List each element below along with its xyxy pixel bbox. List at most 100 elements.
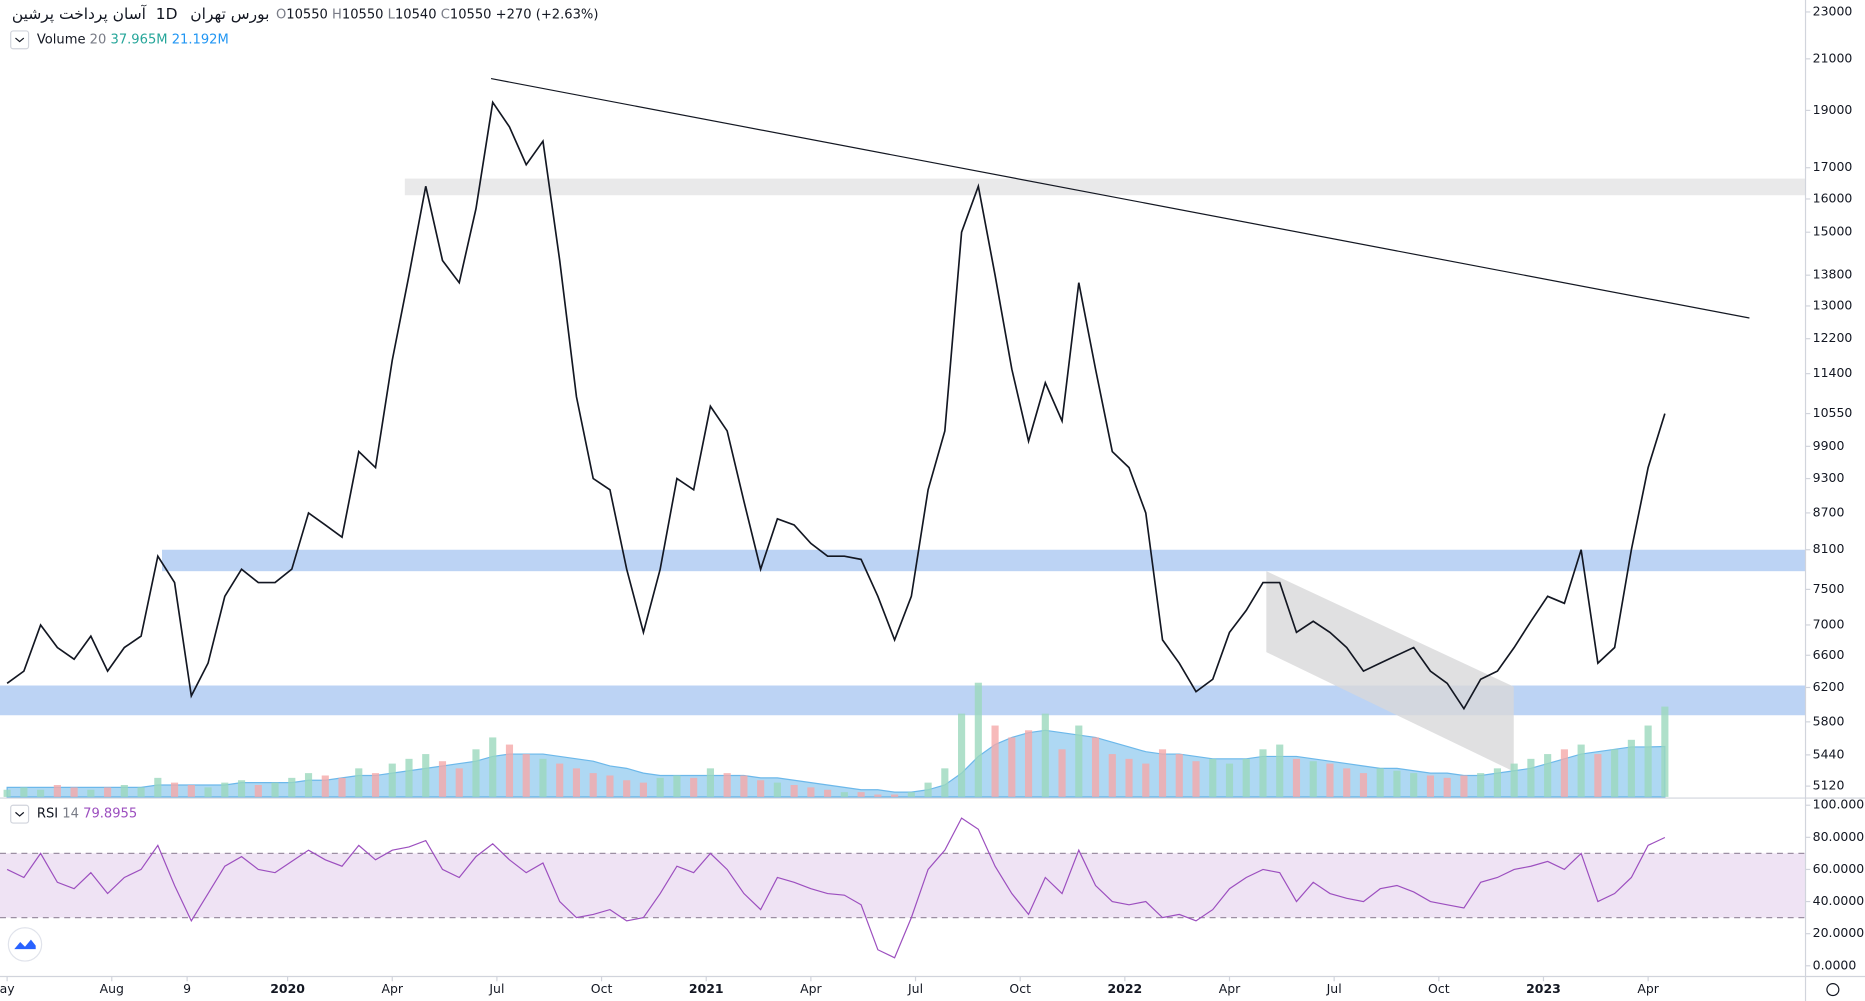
volume-bar (907, 792, 915, 797)
rsi-tick-label: 40.0000 (1813, 893, 1865, 908)
volume-bar (740, 775, 748, 797)
volume-bar (924, 782, 932, 797)
volume-bar (53, 785, 61, 797)
rsi-tick-label: 60.0000 (1813, 861, 1865, 876)
y-tick-label: 6200 (1813, 679, 1845, 694)
volume-bar (706, 768, 714, 797)
rsi-legend: RSI 14 79.8955 (37, 806, 137, 821)
volume-bar (941, 768, 949, 797)
y-tick-label: 5800 (1813, 713, 1845, 728)
volume-bar (455, 768, 463, 797)
volume-bar (1661, 706, 1669, 797)
chevron (15, 37, 25, 43)
rsi-title: RSI (37, 806, 58, 821)
rsi-band (0, 853, 1806, 918)
volume-bar (891, 794, 899, 797)
zone (404, 178, 1806, 196)
x-tick-label: Apr (1219, 981, 1241, 996)
volume-bar (1527, 758, 1535, 797)
volume-bar (1242, 758, 1250, 797)
rsi-tick-label: 80.0000 (1813, 829, 1865, 844)
ohlc-key: O (276, 7, 286, 22)
settings-icon[interactable] (1826, 983, 1840, 997)
y-tick-label: 13800 (1813, 267, 1853, 282)
y-tick-label: 23000 (1813, 3, 1853, 18)
zone (162, 549, 1806, 572)
rsi-length: 14 (62, 806, 79, 821)
x-tick-label: Apr (1637, 981, 1659, 996)
volume-bar (1075, 725, 1083, 797)
y-tick-label: 17000 (1813, 159, 1853, 174)
channel (1266, 571, 1514, 772)
volume-bar (1560, 749, 1568, 797)
volume-bar (371, 773, 380, 797)
rsi-toggle[interactable] (10, 804, 30, 824)
volume-bar (1443, 777, 1451, 797)
volume-bar (321, 775, 329, 797)
volume-bar (1276, 744, 1284, 797)
x-tick-label: 2023 (1526, 981, 1561, 996)
y-tick-label: 12200 (1813, 330, 1853, 345)
volume-bar (656, 777, 664, 797)
volume-bar (137, 787, 145, 797)
volume-bar (958, 713, 966, 797)
volume-bar (824, 789, 832, 797)
x-tick-label: Jul (1326, 981, 1342, 996)
volume-bar (3, 789, 11, 797)
y-tick-label: 5120 (1813, 778, 1845, 793)
volume-toggle[interactable] (10, 30, 30, 50)
ohlc-value: 10540 (395, 7, 437, 22)
y-tick-label: 13000 (1813, 297, 1853, 312)
ohlc-value: 10550 (450, 7, 492, 22)
volume-bar (1594, 754, 1602, 797)
y-tick-label: 5440 (1813, 746, 1845, 761)
volume-bar (338, 777, 346, 797)
logo-mark (14, 939, 36, 950)
volume-bar (1326, 763, 1334, 797)
ohlc-key: C (441, 7, 450, 22)
x-tick-label: Oct (1009, 981, 1031, 996)
y-tick-label: 8100 (1813, 541, 1845, 556)
volume-bar (1024, 730, 1033, 797)
volume-bar (723, 773, 731, 797)
x-tick-label: 9 (183, 981, 191, 996)
volume-bar (1058, 749, 1066, 797)
logo[interactable] (7, 927, 43, 962)
volume-bar (388, 763, 396, 797)
volume-bar (37, 789, 45, 797)
volume-bar (70, 787, 78, 797)
y-tick-label: 19000 (1813, 102, 1853, 117)
ohlc-key: L (388, 7, 396, 22)
volume-bar (572, 768, 581, 797)
x-tick-label: Jul (488, 981, 504, 996)
volume-bar (1158, 749, 1167, 797)
ohlc-key: H (332, 7, 342, 22)
volume-length: 20 (90, 32, 107, 47)
ohlc-value: 10550 (342, 7, 384, 22)
volume-ma: 21.192M (172, 32, 229, 47)
volume-bar (304, 773, 313, 797)
volume-bar (874, 794, 882, 797)
volume-bar (539, 758, 547, 797)
x-tick-label: 2021 (689, 981, 724, 996)
y-tick-label: 11400 (1813, 365, 1853, 380)
volume-bar (790, 785, 798, 797)
back-layer (0, 178, 1806, 919)
volume-bar (623, 780, 631, 797)
volume-bar (1544, 754, 1552, 797)
zone (0, 685, 1806, 716)
rsi-line (6, 817, 1666, 959)
volume-bar (991, 725, 999, 797)
volume-bar (154, 777, 162, 797)
volume-bar (857, 792, 865, 797)
volume-bar (254, 785, 262, 797)
volume-bar (606, 775, 614, 797)
volume-bar (1376, 768, 1384, 797)
volume-bar (20, 787, 28, 797)
volume-bar (204, 787, 212, 797)
volume-bar (171, 782, 179, 797)
volume-bar (1125, 758, 1133, 797)
y-tick-label: 21000 (1813, 50, 1853, 65)
